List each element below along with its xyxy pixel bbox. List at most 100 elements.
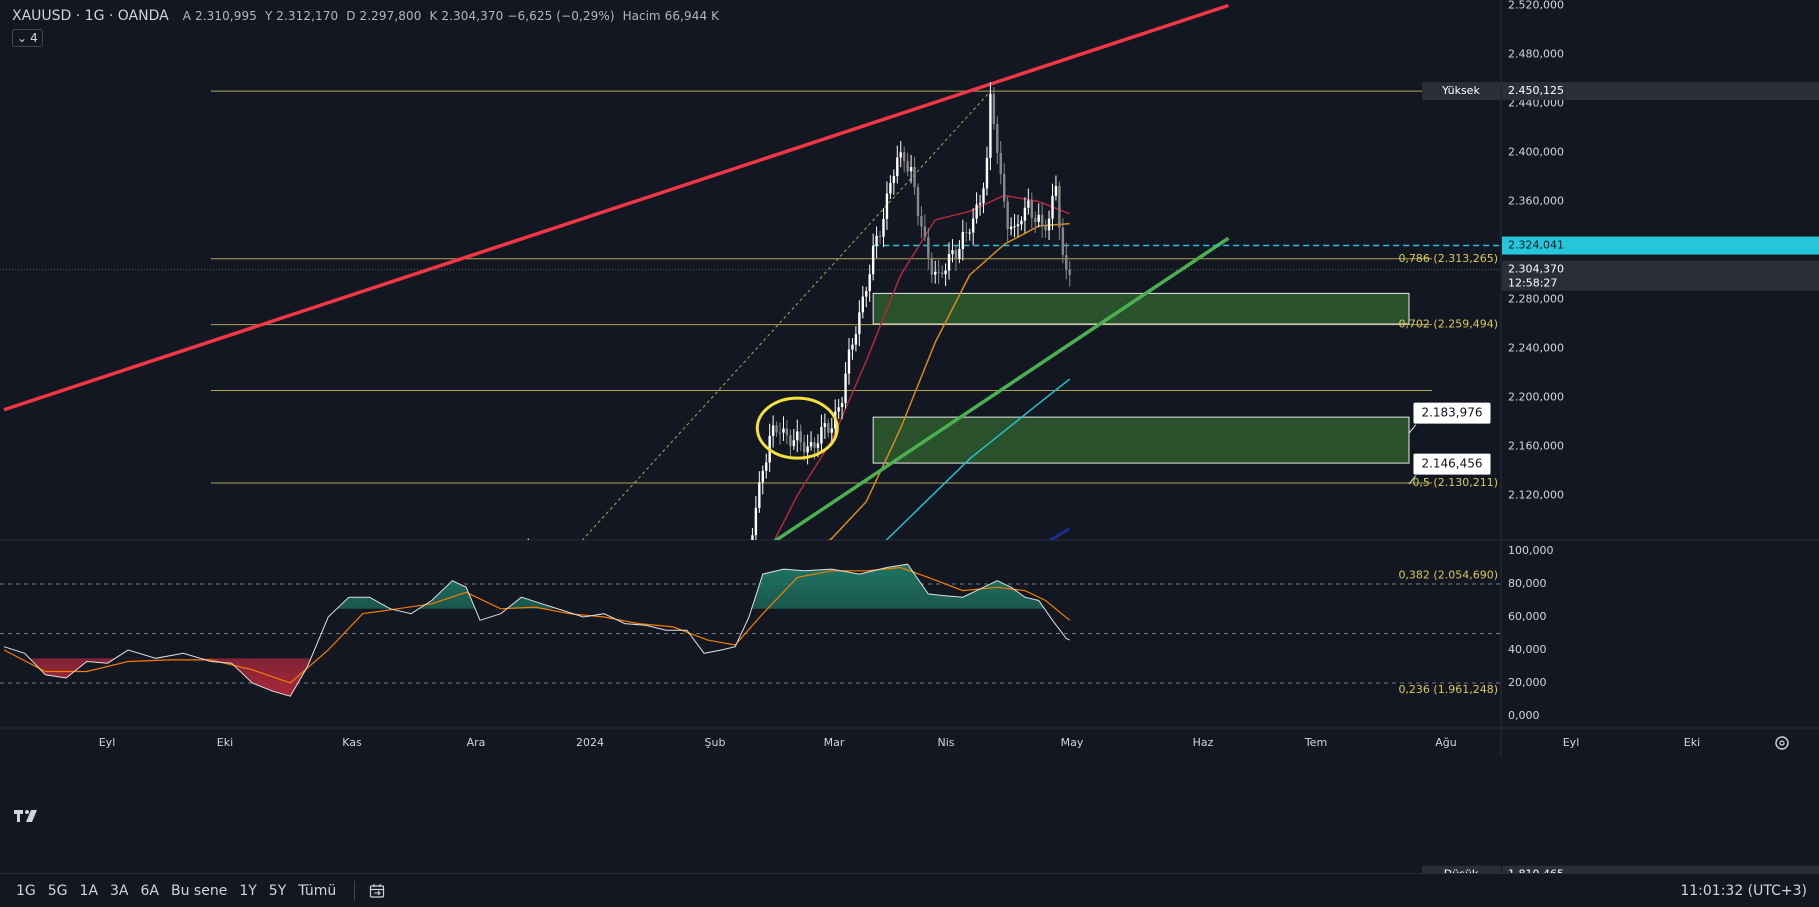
- candle-body: [386, 698, 388, 704]
- candle-body: [589, 599, 591, 600]
- range-3a-button[interactable]: 3A: [110, 882, 129, 899]
- candle-body: [906, 161, 909, 172]
- symbol-title[interactable]: XAUUSD · 1G · OANDA: [12, 8, 169, 24]
- candle-body: [279, 835, 281, 861]
- price-axis-tick: 2.200,000: [1508, 391, 1564, 404]
- candle-body: [799, 431, 802, 443]
- candle-body: [593, 595, 595, 598]
- fib-level-label: 0,786 (2.313,265): [1398, 252, 1498, 265]
- candle-body: [996, 124, 999, 153]
- calendar-icon[interactable]: [365, 879, 389, 903]
- candle-body: [6, 746, 8, 754]
- candle-body: [927, 236, 930, 258]
- candle-body: [430, 661, 432, 662]
- range-1g-button[interactable]: 1G: [16, 882, 36, 899]
- candle-body: [658, 586, 660, 595]
- candle-body: [934, 271, 937, 275]
- candle-body: [327, 706, 329, 718]
- candle-body: [737, 595, 739, 606]
- candle-body: [985, 157, 989, 189]
- candle-body: [403, 699, 405, 703]
- chevron-down-icon: ⌄: [17, 31, 28, 45]
- high-tag-bg: [1502, 82, 1819, 101]
- candle-body: [55, 770, 57, 776]
- clock-display[interactable]: 11:01:32 (UTC+3): [1680, 883, 1807, 899]
- candle-body: [603, 600, 605, 610]
- candle-body: [399, 704, 401, 715]
- candle-body: [58, 770, 60, 772]
- candle-body: [596, 595, 598, 604]
- candle-body: [155, 742, 157, 746]
- candle-body: [1040, 214, 1044, 226]
- time-axis-tick: Haz: [1193, 736, 1214, 749]
- gear-icon[interactable]: [1775, 736, 1789, 750]
- range-1a-button[interactable]: 1A: [79, 882, 99, 899]
- candle-body: [916, 187, 920, 216]
- ma-fast-line: [773, 194, 1070, 540]
- indicators-collapse-button[interactable]: ⌄ 4: [12, 29, 43, 47]
- candle-body: [248, 749, 250, 750]
- rsi-pane: [0, 563, 1500, 697]
- candle-body: [696, 626, 698, 627]
- symbol-info-bar: XAUUSD · 1G · OANDA A 2.310,995 Y 2.312,17…: [12, 6, 719, 26]
- candle-body: [989, 93, 992, 158]
- candle-body: [303, 821, 305, 822]
- candle-body: [282, 861, 284, 862]
- price-axis-tick: 2.360,000: [1508, 195, 1564, 208]
- candle-body: [840, 403, 844, 408]
- candle-body: [179, 733, 181, 745]
- candle-body: [958, 248, 961, 259]
- candle-body: [1034, 217, 1037, 222]
- candle-body: [317, 757, 319, 763]
- candle-body: [792, 440, 796, 447]
- candle-body: [237, 736, 239, 737]
- candle-body: [410, 693, 412, 703]
- range-1y-button[interactable]: 1Y: [239, 882, 257, 899]
- candle-body: [334, 674, 336, 699]
- fib-level-label: 0,5 (2.130,211): [1412, 476, 1498, 489]
- candle-body: [296, 836, 298, 852]
- candle-body: [506, 589, 508, 593]
- candle-body: [651, 590, 653, 592]
- rsi-ma-line: [3, 566, 1071, 684]
- candle-body: [761, 470, 764, 483]
- candle-body: [3, 754, 5, 755]
- candle-body: [582, 574, 584, 583]
- candle-body: [451, 627, 453, 645]
- time-axis-tick: Eki: [217, 736, 233, 749]
- rsi-line: [3, 563, 1070, 697]
- price-callout: [1412, 401, 1492, 425]
- candle-body: [951, 250, 954, 255]
- candle-body: [930, 257, 933, 275]
- range-ytd-button[interactable]: Bu sene: [170, 882, 228, 899]
- candle-body: [599, 605, 601, 610]
- candle-body: [1006, 201, 1009, 230]
- candle-body: [527, 549, 529, 560]
- candle-body: [86, 748, 88, 754]
- range-5g-button[interactable]: 5G: [47, 882, 68, 899]
- candle-body: [17, 751, 19, 764]
- candle-body: [389, 698, 391, 699]
- candle-body: [827, 423, 830, 433]
- candle-body: [217, 733, 219, 734]
- candle-body: [268, 801, 270, 816]
- range-all-button[interactable]: Tümü: [298, 882, 337, 899]
- time-axis-tick: Ağu: [1435, 736, 1456, 749]
- candle-body: [241, 736, 243, 749]
- candle-body: [1068, 269, 1071, 275]
- candle-body: [565, 586, 567, 591]
- upper-channel-line: [3, 3, 1229, 412]
- candle-body: [144, 728, 146, 741]
- candle-body: [765, 462, 768, 471]
- candle-body: [206, 744, 208, 749]
- candle-body: [965, 232, 968, 234]
- range-6a-button[interactable]: 6A: [140, 882, 159, 899]
- price-callout: [1412, 452, 1492, 476]
- candle-body: [823, 423, 827, 427]
- candle-body: [44, 765, 46, 775]
- time-axis-tick: Mar: [824, 736, 845, 749]
- candle-body: [182, 740, 184, 745]
- candle-body: [724, 597, 726, 601]
- range-5y-button[interactable]: 5Y: [268, 882, 287, 899]
